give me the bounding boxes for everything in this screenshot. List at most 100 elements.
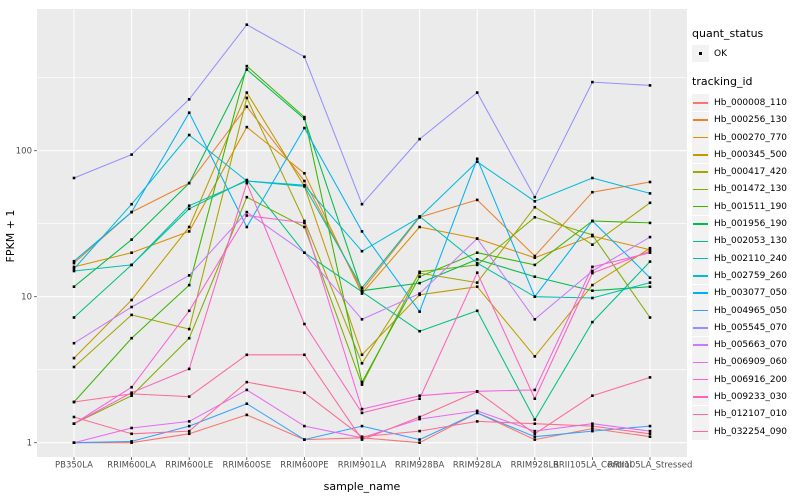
legend-line-swatch xyxy=(693,396,708,398)
legend-item-label: Hb_006916_200 xyxy=(714,374,788,385)
legend-item-label: Hb_002053_130 xyxy=(714,236,788,247)
legend-key-box xyxy=(692,232,709,250)
legend-line-swatch xyxy=(693,430,708,433)
ok-point-icon xyxy=(699,52,702,56)
legend-item: Hb_004965_050 xyxy=(692,302,800,319)
legend-key-box xyxy=(692,353,709,371)
legend-item: Hb_005663_070 xyxy=(692,336,800,354)
legend-key-box xyxy=(692,111,709,129)
legend-item: Hb_001472_130 xyxy=(692,180,800,198)
legend-key-box xyxy=(692,302,709,319)
legend-key-box xyxy=(692,423,709,441)
legend-item: Hb_000008_110 xyxy=(692,94,800,112)
legend-panel: quant_status OK tracking_id Hb_000008_11… xyxy=(692,26,800,441)
legend-item: Hb_006916_200 xyxy=(692,371,800,389)
x-tick-label: RRIM928LA xyxy=(453,461,502,471)
legend-item-label: Hb_000008_110 xyxy=(714,97,788,108)
legend-key-box xyxy=(692,45,709,63)
x-tick-label: RRIM600SE xyxy=(222,461,271,471)
legend-key-box xyxy=(692,371,709,389)
y-axis-title: FPKM + 1 xyxy=(4,210,17,263)
legend-item-label: Hb_001956_190 xyxy=(714,219,788,230)
chart-generated-content: 1 10 100 PB350LA RRIM600LA RRIM600LE RRIM600SE… xyxy=(16,9,693,471)
x-tick-label: PB350LA xyxy=(55,461,93,471)
axis-ticks xyxy=(34,150,651,460)
legend-line-swatch xyxy=(693,102,708,104)
axis-tick-labels: 1 10 100 PB350LA RRIM600LA RRIM600LE RRIM600SE… xyxy=(16,146,693,470)
legend-item-label: Hb_001472_130 xyxy=(714,184,788,195)
legend-item: Hb_000256_130 xyxy=(692,111,800,129)
y-tick-label: 100 xyxy=(16,146,32,156)
legend-line-swatch xyxy=(693,292,708,294)
legend-line-swatch xyxy=(693,344,708,346)
legend-key-box xyxy=(692,319,709,337)
legend-key-box xyxy=(692,94,709,112)
legend-line-swatch xyxy=(693,188,708,191)
legend-key-box xyxy=(692,215,709,233)
x-tick-label: RRIM600LA xyxy=(107,461,156,471)
legend-tracking-id-title: tracking_id xyxy=(692,75,753,89)
x-tick-label: RRIM901LA xyxy=(338,461,387,471)
x-tick-label: RRIM928BA xyxy=(395,461,445,471)
x-tick-label: RRII105LA_Control xyxy=(553,461,632,471)
legend-item-label: Hb_012107_010 xyxy=(714,409,788,420)
legend-item: Hb_001956_190 xyxy=(692,215,800,233)
legend-item: Hb_000270_770 xyxy=(692,129,800,147)
legend-line-swatch xyxy=(693,327,708,329)
legend-key-box xyxy=(692,388,709,406)
x-axis-title: sample_name xyxy=(324,480,401,493)
legend-item-label: Hb_000417_420 xyxy=(714,167,788,178)
legend-line-swatch xyxy=(693,275,708,277)
legend-item-label: Hb_002110_240 xyxy=(714,253,788,264)
legend-item-label: Hb_005663_070 xyxy=(714,340,788,351)
legend-key-box xyxy=(692,198,709,216)
legend-line-swatch xyxy=(693,205,708,208)
legend-item-label: Hb_005545_070 xyxy=(714,322,788,333)
legend-line-swatch xyxy=(693,361,708,364)
legend-item: Hb_002053_130 xyxy=(692,232,800,250)
legend-item-label: Hb_001511_190 xyxy=(714,201,788,212)
legend-tracking-id-items: Hb_000008_110 Hb_000256_130 Hb_000270_770 H… xyxy=(692,94,800,441)
legend-line-swatch xyxy=(693,171,708,173)
legend-item-ok: OK xyxy=(692,45,800,63)
legend-item-label: Hb_000345_500 xyxy=(714,149,788,160)
legend-key-box xyxy=(692,267,709,285)
legend-line-swatch xyxy=(693,136,708,139)
legend-item-label: OK xyxy=(714,48,727,59)
legend-item: Hb_009233_030 xyxy=(692,388,800,406)
legend-item-label: Hb_006909_060 xyxy=(714,357,788,368)
legend-key-box xyxy=(692,284,709,302)
legend-quant-status-title: quant_status xyxy=(692,27,764,40)
legend-item: Hb_012107_010 xyxy=(692,405,800,423)
legend-line-swatch xyxy=(693,240,708,243)
y-tick-label: 10 xyxy=(21,292,32,302)
legend-item: Hb_006909_060 xyxy=(692,353,800,371)
legend-item: Hb_002110_240 xyxy=(692,250,800,268)
legend-item-label: Hb_009233_030 xyxy=(714,391,788,402)
legend-key-box xyxy=(692,250,709,268)
y-tick-label: 1 xyxy=(27,438,32,448)
legend-item: Hb_002759_260 xyxy=(692,267,800,285)
x-tick-label: RRIM928LB xyxy=(511,461,560,471)
x-tick-label: RRII105LA_Stressed xyxy=(608,461,693,471)
legend-item: Hb_000345_500 xyxy=(692,146,800,164)
legend-line-swatch xyxy=(693,257,708,260)
legend-item: Hb_005545_070 xyxy=(692,319,800,337)
legend-key-box xyxy=(692,146,709,164)
legend-item: Hb_032254_090 xyxy=(692,423,800,441)
legend-item: Hb_003077_050 xyxy=(692,284,800,302)
legend-quant-status-group: quant_status OK xyxy=(692,26,800,63)
legend-line-swatch xyxy=(693,309,708,312)
legend-line-swatch xyxy=(693,119,708,121)
legend-item-label: Hb_032254_090 xyxy=(714,426,788,437)
legend-line-swatch xyxy=(693,413,708,416)
legend-key-box xyxy=(692,405,709,423)
legend-line-swatch xyxy=(693,154,708,156)
legend-key-box xyxy=(692,336,709,354)
legend-item-label: Hb_003077_050 xyxy=(714,288,788,299)
legend-item-label: Hb_004965_050 xyxy=(714,305,788,316)
legend-item: Hb_000417_420 xyxy=(692,163,800,181)
data-points xyxy=(72,23,652,444)
legend-item-label: Hb_000270_770 xyxy=(714,132,788,143)
